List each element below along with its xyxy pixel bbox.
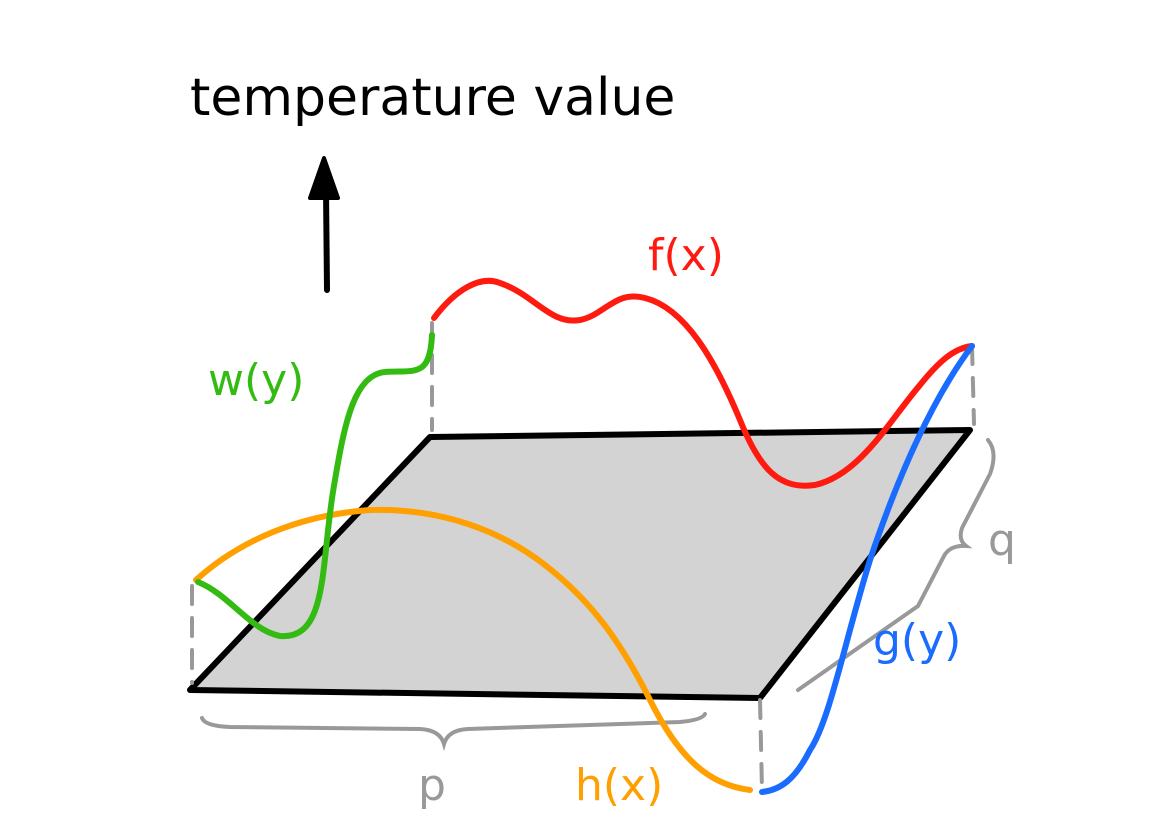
axis-label: temperature value (190, 68, 675, 128)
guide-back-right (970, 344, 976, 426)
h-label: h(x) (575, 760, 663, 811)
f-label: f(x) (648, 230, 724, 281)
f-curve (431, 277, 975, 489)
plate (187, 427, 973, 701)
p-brace (200, 712, 707, 752)
g-label: g(y) (873, 615, 961, 666)
q-label: q (988, 515, 1016, 566)
w-curve (195, 332, 435, 640)
w-label: w(y) (208, 355, 304, 406)
up-arrow-icon (308, 156, 340, 293)
q-brace (796, 438, 996, 692)
g-curve (759, 343, 975, 795)
h-curve (193, 506, 753, 793)
guide-front-right (758, 698, 764, 792)
p-label: p (418, 760, 446, 811)
